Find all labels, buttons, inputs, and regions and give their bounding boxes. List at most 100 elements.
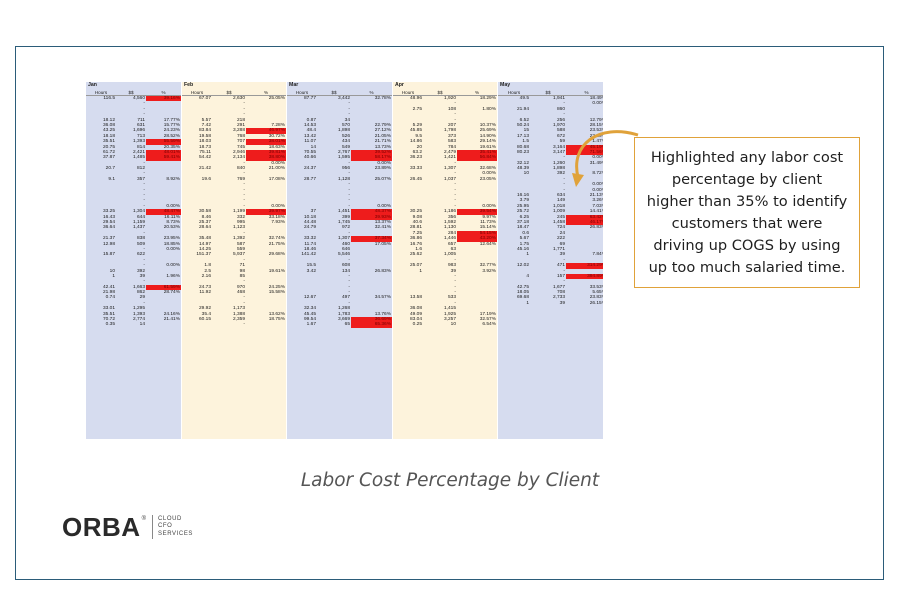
month-column-apr: Apr Hours $$% 48.96 1,920 18.29% - 2.75 108 1.80%…: [393, 82, 497, 439]
hours-cell: 1.6: [415, 246, 422, 252]
hours-cell: 36.08: [409, 306, 422, 312]
column-header[interactable]: $$: [437, 90, 443, 95]
percent-cell: 15.77%: [163, 122, 180, 128]
dollars-cell: 1,771: [552, 246, 565, 252]
table-row: -: [287, 231, 392, 236]
dollars-cell: 1,920: [443, 96, 456, 101]
dollars-cell: -: [454, 101, 456, 107]
column-header[interactable]: $$: [128, 90, 134, 95]
table-row: 2.75 108 1.80%: [393, 107, 497, 112]
table-row: 18.12 711 17.77%: [86, 118, 181, 123]
percent-cell: 18.63%: [268, 144, 285, 150]
percent-cell: 33.53%: [589, 284, 603, 290]
percent-cell: 13.76%: [374, 311, 391, 317]
dollars-cell: 1,173: [232, 306, 245, 312]
dollars-cell: 533: [447, 295, 456, 301]
table-row: -: [86, 161, 181, 166]
table-row: -: [86, 279, 181, 284]
column-header[interactable]: $$: [545, 90, 551, 95]
dollars-cell: 5,546: [337, 252, 350, 258]
column-header[interactable]: %: [161, 90, 166, 95]
hours-cell: 25.07: [409, 263, 422, 269]
dollars-cell: 34: [344, 117, 350, 123]
table-row: 48.4 1,898 27.12%: [287, 128, 392, 133]
percent-cell: 26.15%: [589, 300, 603, 306]
hours-cell: 12.67: [303, 295, 316, 301]
dollars-cell: 1,123: [232, 225, 245, 231]
percent-cell: 5.65%: [592, 290, 603, 296]
table-row: 28.64 1,123: [182, 225, 286, 230]
hours-cell: 1.75: [519, 241, 529, 247]
percent-cell: 23.05%: [479, 176, 496, 182]
dollars-cell: 1,307: [337, 236, 350, 242]
table-row: 26.45 1,037 23.05%: [393, 177, 497, 182]
table-row: -: [287, 301, 392, 306]
column-header[interactable]: Hours: [190, 90, 204, 95]
table-row: 25.95 1,018 7.03%: [498, 204, 603, 209]
dollars-cell: 711: [137, 117, 145, 123]
dollars-cell: -: [563, 155, 565, 161]
table-row: 8.46 332 33.18%: [182, 215, 286, 220]
column-header-row: Hours $$%: [287, 89, 392, 96]
percent-cell: 56.84%: [457, 155, 497, 161]
hours-cell: 48.39: [516, 166, 529, 172]
table-row: -: [393, 301, 497, 306]
column-header[interactable]: %: [369, 90, 374, 95]
table-row: -: [287, 198, 392, 203]
table-row: 19.58 768 30.72%: [182, 134, 286, 139]
column-header[interactable]: %: [263, 90, 269, 95]
month-label: Feb: [184, 82, 194, 88]
percent-cell: 0.00%: [166, 246, 180, 252]
hours-cell: 11.07: [304, 139, 316, 145]
dollars-cell: -: [143, 246, 145, 252]
table-row: 9.08 356 9.97%: [393, 215, 497, 220]
dollars-cell: 769: [236, 176, 245, 182]
column-header[interactable]: Hours: [401, 90, 415, 95]
callout-text: Highlighted any labor cost percentage by…: [646, 148, 848, 276]
percent-cell: 31.49%: [589, 160, 603, 166]
month-label: Apr: [395, 82, 404, 88]
dollars-cell: 1,128: [337, 176, 350, 182]
table-row: 70.55 2,767 39.52%: [287, 149, 392, 156]
column-header[interactable]: Hours: [94, 90, 108, 95]
dollars-cell: 373: [447, 133, 456, 139]
column-header[interactable]: Hours: [295, 90, 309, 95]
month-label: Mar: [289, 82, 299, 88]
dollars-cell: -: [563, 101, 565, 107]
dollars-cell: -: [454, 279, 456, 285]
column-header[interactable]: %: [584, 90, 589, 95]
table-row: 36.08 631 15.77%: [86, 123, 181, 128]
column-header[interactable]: $$: [226, 90, 232, 95]
hours-cell: 12.98: [102, 241, 115, 247]
table-row: 37 1,451 48.37%: [287, 209, 392, 215]
column-header[interactable]: Hours: [507, 90, 521, 95]
month-column-mar: Mar Hours $$% 87.77 3,442 32.78% - - -0.87 34 14.5…: [287, 82, 392, 439]
table-row: 3.42 134 26.83%: [287, 269, 392, 274]
dollars-cell: 1,592: [443, 219, 456, 225]
dollars-cell: 2,733: [552, 295, 565, 301]
column-header[interactable]: $$: [331, 90, 337, 95]
table-row: -: [182, 301, 286, 306]
percent-cell: 7.93%: [271, 219, 285, 225]
table-row: 7.42 291 7.28%: [182, 123, 286, 128]
dollars-cell: -: [454, 203, 456, 209]
table-row: 0.6 24: [498, 231, 603, 236]
month-label: Jan: [88, 82, 97, 88]
dollars-cell: -: [348, 279, 350, 285]
table-row: -: [86, 258, 181, 263]
percent-cell: 32.57%: [479, 317, 496, 323]
percent-cell: 0.00%: [482, 203, 496, 209]
hours-cell: 33.01: [102, 306, 115, 312]
table-row: -: [393, 279, 497, 284]
hours-cell: 25.72: [516, 209, 529, 215]
hours-cell: 18.46: [303, 246, 316, 252]
hours-cell: 21.37: [102, 236, 115, 242]
table-row: 13.58 533: [393, 295, 497, 300]
dollars-cell: -: [348, 284, 350, 290]
column-header[interactable]: %: [474, 90, 480, 95]
hours-cell: 33.32: [303, 236, 316, 242]
table-row: 141.42 5,546: [287, 252, 392, 257]
dollars-cell: 1,159: [132, 219, 145, 225]
dollars-cell: -: [243, 182, 245, 188]
